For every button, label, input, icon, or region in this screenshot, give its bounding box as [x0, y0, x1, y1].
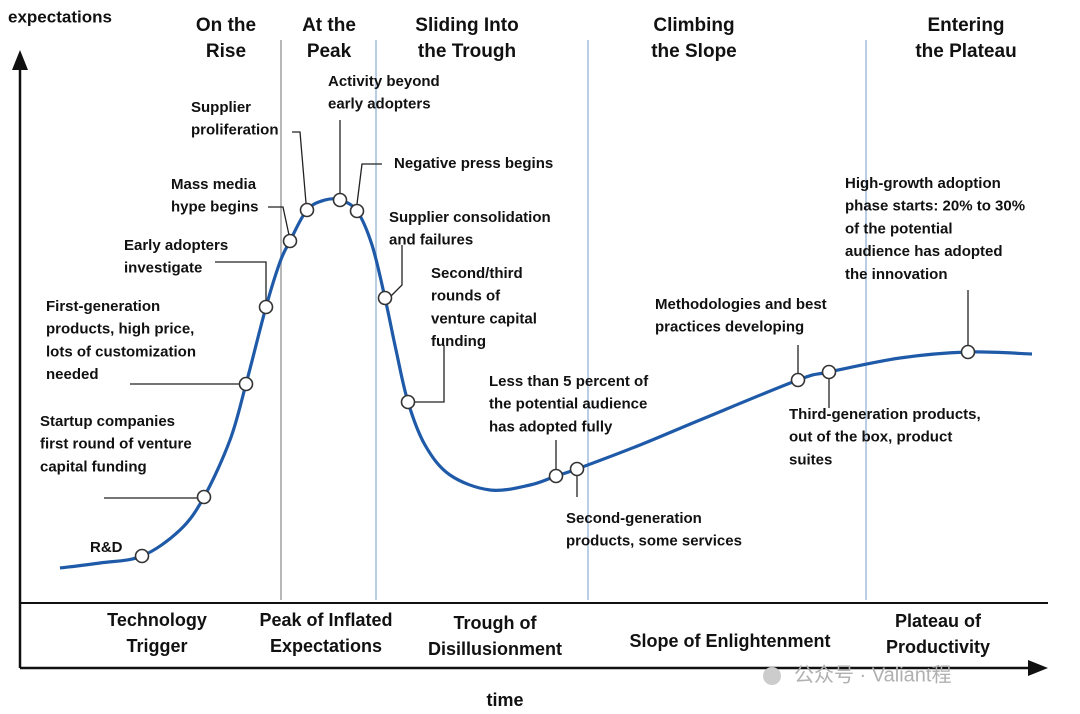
annotation: Third-generation products,: [789, 406, 981, 423]
annotation: funding: [431, 333, 486, 350]
annotation: the innovation: [845, 266, 948, 283]
curve-point: [548, 468, 564, 484]
annotation: Second/third: [431, 265, 523, 282]
annotation: first round of venture: [40, 436, 192, 453]
annotation: Second-generation: [566, 510, 702, 527]
annotation: High-growth adoption: [845, 175, 1001, 192]
annotation: Startup companies: [40, 413, 175, 430]
leader-line: [414, 345, 445, 403]
top-phase: Entering: [927, 15, 1004, 36]
curve-point: [238, 376, 254, 392]
annotation: Negative press begins: [394, 155, 553, 172]
curve-point: [377, 290, 393, 306]
annotation: lots of customization: [46, 343, 196, 360]
top-phase: the Trough: [418, 41, 516, 62]
top-phase: At the: [302, 15, 356, 36]
leader-line: [268, 206, 290, 236]
curve-point: [790, 372, 806, 388]
top-phase: Peak: [307, 41, 352, 62]
bottom-phase: Slope of Enlightenment: [630, 631, 831, 651]
annotation: Activity beyond: [328, 73, 440, 90]
annotation: Early adopters: [124, 237, 228, 254]
bottom-phase: Plateau of: [895, 611, 982, 631]
top-phase: Sliding Into: [415, 15, 518, 36]
bottom-phase: Trough of: [454, 613, 538, 633]
bottom-phase: Peak of Inflated: [259, 610, 392, 630]
top-phase: On the: [196, 15, 256, 36]
curve-point: [569, 461, 585, 477]
y-axis-label: expectations: [8, 7, 112, 26]
annotation: practices developing: [655, 319, 804, 336]
annotation: phase starts: 20% to 30%: [845, 198, 1025, 215]
annotation: hype begins: [171, 199, 259, 216]
curve-point: [134, 548, 150, 564]
annotation: venture capital: [431, 310, 537, 327]
leader-line: [356, 163, 382, 205]
annotation: products, some services: [566, 533, 742, 550]
curve-point: [282, 233, 298, 249]
annotation: Supplier: [191, 99, 251, 116]
annotation: of the potential: [845, 220, 953, 237]
annotation: audience has adopted: [845, 243, 1003, 260]
curve-point: [960, 344, 976, 360]
annotation: proliferation: [191, 122, 279, 139]
curve-point: [332, 192, 348, 208]
watermark: 公众号 · Valiant程: [794, 663, 951, 686]
curve-point: [196, 489, 212, 505]
top-phase: the Plateau: [915, 41, 1016, 62]
bottom-phase: Expectations: [270, 636, 382, 656]
bottom-phase: Disillusionment: [428, 639, 562, 659]
annotation: out of the box, product: [789, 429, 952, 446]
bottom-phase: Productivity: [886, 637, 990, 657]
leader-line: [390, 245, 403, 297]
annotation: the potential audience: [489, 396, 647, 413]
curve-point: [349, 203, 365, 219]
annotation: has adopted fully: [489, 418, 613, 435]
annotation: and failures: [389, 232, 473, 249]
bottom-phase: Technology: [107, 610, 207, 630]
annotation: Mass media: [171, 176, 257, 193]
annotation: Less than 5 percent of: [489, 373, 649, 390]
curve-point: [400, 394, 416, 410]
annotation: needed: [46, 366, 99, 383]
y-arrow: [12, 50, 28, 70]
watermark-icon: [763, 667, 781, 685]
annotation: suites: [789, 451, 832, 468]
bottom-phase: Trigger: [126, 636, 187, 656]
top-phase: Climbing: [653, 15, 734, 36]
annotation: investigate: [124, 260, 202, 277]
leader-line: [292, 131, 307, 204]
axes: [12, 50, 1048, 676]
top-phase: the Slope: [651, 41, 737, 62]
annotation: Methodologies and best: [655, 296, 827, 313]
annotation: Supplier consolidation: [389, 209, 551, 226]
separators: [280, 40, 867, 600]
annotation: capital funding: [40, 458, 147, 475]
annotation: First-generation: [46, 298, 160, 315]
curve-point: [258, 299, 274, 315]
leader-line: [215, 261, 267, 300]
hype-curve: [59, 197, 1033, 570]
annotation: R&D: [90, 539, 123, 556]
top-phase: Rise: [206, 41, 246, 62]
curve-point: [821, 364, 837, 380]
x-axis-label: time: [486, 690, 523, 710]
annotation: rounds of: [431, 288, 501, 305]
annotation: early adopters: [328, 96, 431, 113]
curve-point: [299, 202, 315, 218]
x-arrow: [1028, 660, 1048, 676]
annotation: products, high price,: [46, 321, 194, 338]
